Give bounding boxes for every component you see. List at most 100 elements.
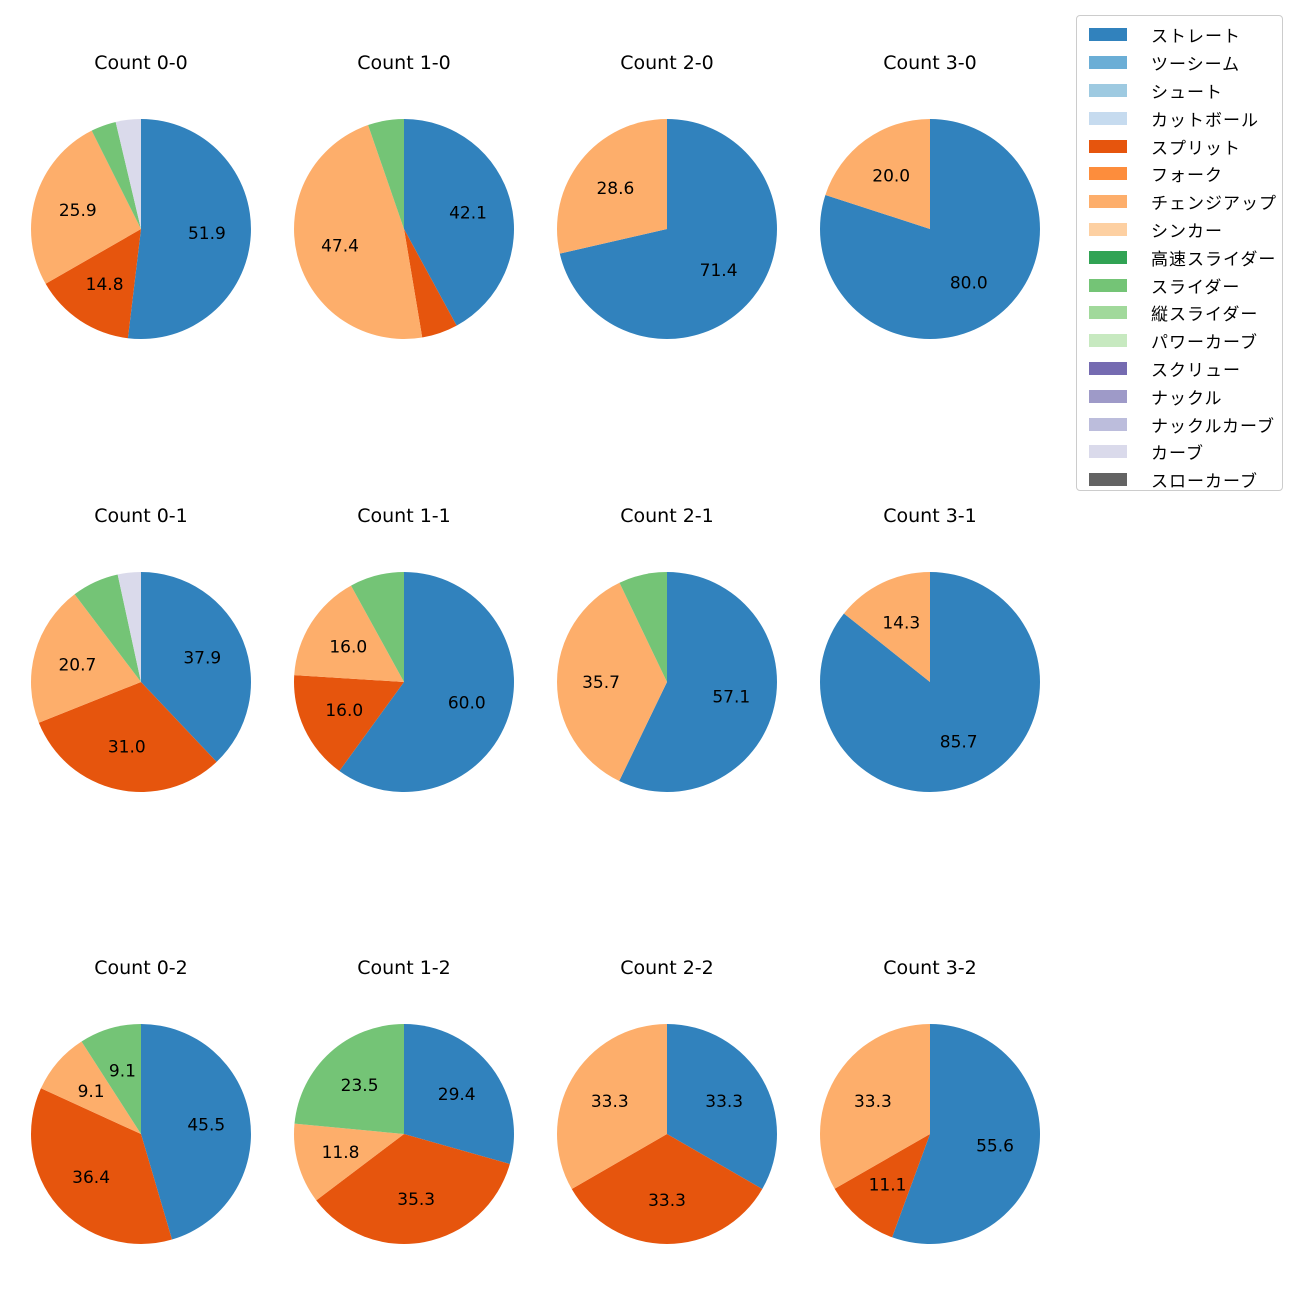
legend-label: ストレート — [1151, 27, 1241, 48]
slice-label: 51.9 — [188, 224, 226, 244]
pie-12: Count 3-2 55.6 11.1 33.3 — [819, 957, 1041, 1244]
pie-6: Count 1-1 60.0 16.0 16.0 — [294, 505, 514, 792]
legend-label: シュート — [1151, 82, 1223, 103]
legend-item: スライダー — [1087, 271, 1282, 299]
pie-slice — [115, 119, 141, 229]
pie-title: Count 2-0 — [620, 52, 714, 74]
pie-3: Count 2-0 71.4 28.6 — [556, 52, 777, 339]
slice-label: 14.8 — [86, 275, 124, 295]
pie-slice — [127, 119, 251, 339]
slice-label: 33.3 — [705, 1092, 743, 1112]
legend-label: シンカー — [1151, 221, 1223, 242]
legend-swatch — [1089, 195, 1127, 209]
pie-slice — [81, 1024, 141, 1134]
legend-item: パワーカーブ — [1087, 327, 1282, 355]
legend-swatch — [1089, 417, 1127, 431]
pie-title: Count 1-2 — [357, 957, 451, 979]
legend-label: 高速スライダー — [1151, 249, 1277, 270]
pie-slice — [819, 119, 1040, 339]
slice-label: 9.1 — [109, 1062, 136, 1082]
legend-label: チェンジアップ — [1151, 194, 1277, 215]
legend-item: スクリュー — [1087, 355, 1282, 383]
pie-slice — [834, 1134, 930, 1238]
legend-item: チェンジアップ — [1087, 188, 1282, 216]
legend: ストレート ツーシーム シュート カットボール スプリット フォーク チェンジアップ シンカー… — [1076, 15, 1283, 493]
legend-swatch — [1089, 111, 1127, 125]
pie-slice — [141, 572, 251, 762]
legend-swatch — [1089, 83, 1127, 97]
pie-slice — [294, 1024, 404, 1134]
slice-label: 29.4 — [438, 1085, 476, 1105]
pie-slice — [557, 1024, 667, 1189]
legend-label: スクリュー — [1151, 360, 1241, 381]
legend-swatch — [1089, 139, 1127, 153]
legend-item: 高速スライダー — [1087, 243, 1282, 271]
legend-label: スライダー — [1151, 277, 1241, 298]
pie-slice — [141, 1024, 251, 1240]
pie-5: Count 0-1 37.9 31.0 20.7 — [30, 505, 251, 792]
legend-item: シンカー — [1087, 216, 1282, 244]
pie-slice — [556, 119, 667, 254]
pie-7: Count 2-1 57.1 35.7 — [557, 505, 778, 792]
pie-title: Count 2-2 — [620, 957, 714, 979]
slice-label: 36.4 — [72, 1168, 110, 1188]
slice-label: 35.7 — [582, 673, 620, 693]
legend-swatch — [1089, 250, 1127, 264]
slice-label: 47.4 — [321, 236, 359, 256]
legend-item: ナックルカーブ — [1087, 410, 1282, 438]
pie-slice — [294, 1123, 404, 1201]
pie-slice — [294, 125, 423, 339]
slice-label: 33.3 — [854, 1092, 892, 1112]
pie-slice — [404, 1024, 514, 1165]
pie-slice — [559, 119, 777, 339]
pie-slice — [294, 585, 404, 682]
slice-label: 28.6 — [596, 179, 634, 199]
pie-title: Count 1-0 — [357, 52, 451, 74]
pie-slice — [667, 1024, 777, 1189]
pie-slice — [843, 572, 930, 682]
legend-item: ツーシーム — [1087, 49, 1282, 77]
pie-10: Count 1-2 29.4 35.3 11.8 23.5 — [294, 957, 514, 1244]
slice-label: 20.7 — [58, 655, 96, 675]
pie-title: Count 0-0 — [94, 52, 188, 74]
pie-title: Count 3-0 — [883, 52, 977, 74]
slice-label: 16.0 — [329, 638, 367, 658]
pie-slice — [339, 572, 514, 792]
legend-label: スプリット — [1151, 138, 1241, 159]
pie-11: Count 2-2 33.3 33.3 33.3 — [557, 957, 777, 1244]
slice-label: 23.5 — [341, 1076, 379, 1096]
slice-label: 37.9 — [183, 649, 221, 669]
legend-label: ナックルカーブ — [1151, 416, 1275, 437]
legend-item: フォーク — [1087, 160, 1282, 188]
legend-swatch — [1089, 334, 1127, 348]
legend-label: カーブ — [1151, 444, 1204, 465]
legend-swatch — [1089, 473, 1127, 487]
legend-label: フォーク — [1151, 166, 1223, 187]
legend-label: 縦スライダー — [1151, 305, 1259, 326]
pie-title: Count 3-2 — [883, 957, 977, 979]
pie-slice — [819, 1023, 930, 1189]
legend-swatch — [1089, 389, 1127, 403]
pie-slice — [619, 572, 667, 682]
pie-slice — [820, 572, 1041, 792]
pie-slice — [404, 229, 457, 338]
pie-slice — [892, 1024, 1041, 1244]
pie-slice — [316, 1134, 510, 1244]
legend-item: ナックル — [1087, 382, 1282, 410]
legend-swatch — [1089, 445, 1127, 459]
legend-label: ナックル — [1151, 388, 1223, 409]
pie-slice — [404, 119, 515, 326]
pie-8: Count 3-1 85.7 14.3 — [820, 505, 1041, 792]
legend-swatch — [1089, 167, 1127, 181]
pie-title: Count 1-1 — [357, 505, 451, 527]
slice-label: 42.1 — [449, 204, 487, 224]
slice-label: 33.3 — [591, 1092, 629, 1112]
slice-label: 16.0 — [325, 701, 363, 721]
legend-label: スローカーブ — [1151, 472, 1258, 493]
pie-title: Count 0-1 — [94, 505, 188, 527]
pie-slice — [571, 1134, 763, 1244]
legend-swatch — [1089, 306, 1127, 320]
legend-swatch — [1089, 222, 1127, 236]
legend-swatch — [1089, 278, 1127, 292]
legend-swatch — [1089, 361, 1127, 375]
